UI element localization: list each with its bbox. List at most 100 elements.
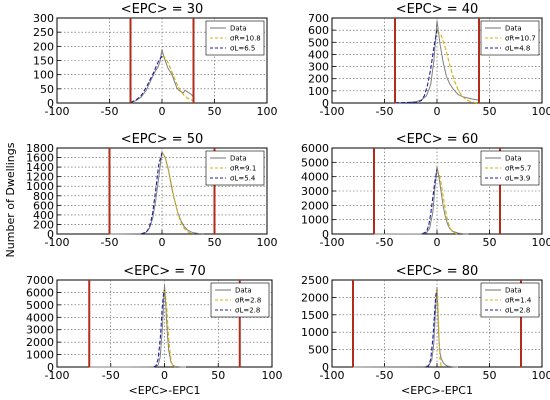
panel-6-legend-label: Data	[505, 287, 522, 295]
panel-5-xtick-label: -100	[45, 369, 70, 382]
panel-1-ytick-label: 150	[33, 55, 54, 68]
panel-1-ytick-label: 250	[33, 26, 54, 39]
panel-3-ytick-label: 1000	[26, 180, 54, 193]
panel-2-ytick-label: 400	[308, 48, 329, 61]
panel-5-ytick-label: 6000	[26, 286, 54, 299]
panel-4-ytick-label: 0	[322, 228, 329, 241]
panel-4-series-2-line	[436, 169, 459, 235]
panel-5-series-2-line	[163, 289, 176, 368]
panel-5-ytick-label: 3000	[26, 324, 54, 337]
panel-2-xtick-label: 50	[483, 105, 497, 118]
panel-6-series-3-line	[426, 290, 438, 368]
panel-3-xtick-label: 50	[208, 236, 222, 249]
panel-1-ytick-label: 50	[40, 83, 54, 96]
panel-4-legend-label: σL=3.9	[505, 175, 530, 183]
panel-1-xtick-label: -100	[45, 105, 70, 118]
panel-3-ytick-label: 1800	[26, 142, 54, 155]
panel-1-series-3-line	[130, 55, 163, 103]
panel-3-xtick-label: 0	[159, 236, 166, 249]
panel-5-series-1-line	[89, 284, 187, 368]
panel-1-title: <EPC> = 30	[121, 2, 204, 17]
panel-3-ytick-label: 600	[33, 199, 54, 212]
panel-1-ytick-label: 0	[47, 97, 54, 110]
panel-2-series-1-line	[394, 20, 480, 104]
panel-4-series-1-line	[373, 166, 469, 235]
panel-2-ytick-label: 700	[308, 12, 329, 25]
panel-1-ytick-label: 200	[33, 40, 54, 53]
panel-6-series-2-line	[436, 290, 443, 368]
panel-1-xtick-label: 50	[208, 105, 222, 118]
panel-3-ytick-label: 0	[47, 228, 54, 241]
panel-5-legend-label: Data	[235, 287, 252, 295]
panel-4-ytick-label: 2000	[301, 199, 329, 212]
panel-2-ytick-label: 600	[308, 24, 329, 37]
panel-4-ytick-label: 4000	[301, 171, 329, 184]
panel-3-ytick-label: 1200	[26, 171, 54, 184]
panel-4-title: <EPC> = 60	[396, 132, 479, 147]
panel-3-xtick-label: -100	[45, 236, 70, 249]
panel-6-legend-label: σL=2.8	[505, 307, 530, 315]
panel-1-series-1-line	[130, 49, 194, 103]
panel-5-legend-label: σR=2.8	[235, 297, 261, 305]
panel-2-ytick-label: 300	[308, 61, 329, 74]
panel-3-legend-label: Data	[230, 155, 247, 163]
panel-5-xtick-label: 50	[211, 369, 225, 382]
panel-2-xtick-label: 100	[532, 105, 550, 118]
panel-2-series-2-line	[436, 29, 480, 104]
panel-1-ytick-label: 300	[33, 12, 54, 25]
panel-5-ytick-label: 7000	[26, 274, 54, 287]
panel-3-legend-label: σR=9.1	[230, 165, 256, 173]
panel-6-xtick-label: 0	[434, 369, 441, 382]
panel-5-ytick-label: 5000	[26, 299, 54, 312]
panel-4-legend-label: Data	[505, 155, 522, 163]
panel-3-series-2-line	[161, 152, 194, 235]
panel-6-legend-label: σR=1.4	[505, 297, 532, 305]
panel-1-ytick-label: 100	[33, 69, 54, 82]
panel-6-ytick-label: 0	[322, 361, 329, 374]
panel-6-ytick-label: 1500	[301, 309, 329, 322]
panel-2-title: <EPC> = 40	[396, 2, 479, 17]
panel-4-xtick-label: 50	[483, 236, 497, 249]
panel-6-ytick-label: 2000	[301, 291, 329, 304]
panel-4-xtick-label: 0	[434, 236, 441, 249]
panel-4-ytick-label: 1000	[301, 214, 329, 227]
panel-2-ytick-label: 100	[308, 85, 329, 98]
panel-2-legend-label: Data	[505, 25, 522, 33]
panel-4-xtick-label: -50	[376, 236, 394, 249]
panel-1-legend-label: Data	[230, 25, 247, 33]
panel-3-title: <EPC> = 50	[121, 132, 204, 147]
panel-5-legend-label: σL=2.8	[235, 307, 260, 315]
panel-6-xtick-label: -50	[376, 369, 394, 382]
panel-2-series-3-line	[394, 30, 438, 104]
panel-3-ytick-label: 1400	[26, 161, 54, 174]
panel-2-ytick-label: 0	[322, 97, 329, 110]
panel-4-legend-label: σR=5.7	[505, 165, 531, 173]
panel-2-xtick-label: 0	[434, 105, 441, 118]
panel-6-xtick-label: -100	[320, 369, 345, 382]
panel-1-series-2-line	[161, 55, 194, 102]
panel-3-ytick-label: 200	[33, 218, 54, 231]
panel-5-ytick-label: 4000	[26, 311, 54, 324]
panel-3-ytick-label: 400	[33, 209, 54, 222]
panel-5-title: <EPC> = 70	[123, 264, 206, 279]
panel-1-xtick-label: 0	[159, 105, 166, 118]
panel-3-xtick-label: -50	[101, 236, 119, 249]
panel-1-xtick-label: -50	[101, 105, 119, 118]
panel-3-legend-box	[205, 150, 265, 186]
panel-2-legend-label: σL=4.8	[505, 45, 530, 53]
panel-4-ytick-label: 5000	[301, 156, 329, 169]
panel-2-ytick-label: 500	[308, 36, 329, 49]
panel-4-series-3-line	[422, 169, 438, 235]
panel-5-xtick-label: -50	[102, 369, 120, 382]
panel-3-series-3-line	[140, 152, 163, 235]
panel-5-series-3-line	[153, 289, 166, 368]
panel-6-title: <EPC> = 80	[396, 264, 479, 279]
panel-5-ytick-label: 1000	[26, 349, 54, 362]
figure-ylabel: Number of Dwellings	[4, 142, 17, 257]
panel-1-xtick-label: 100	[257, 105, 278, 118]
panel-6-xtick-label: 100	[532, 369, 550, 382]
panel-2-xtick-label: -100	[320, 105, 345, 118]
panel-5-ytick-label: 2000	[26, 336, 54, 349]
panel-2-xtick-label: -50	[376, 105, 394, 118]
panel-6-xtick-label: 50	[483, 369, 497, 382]
